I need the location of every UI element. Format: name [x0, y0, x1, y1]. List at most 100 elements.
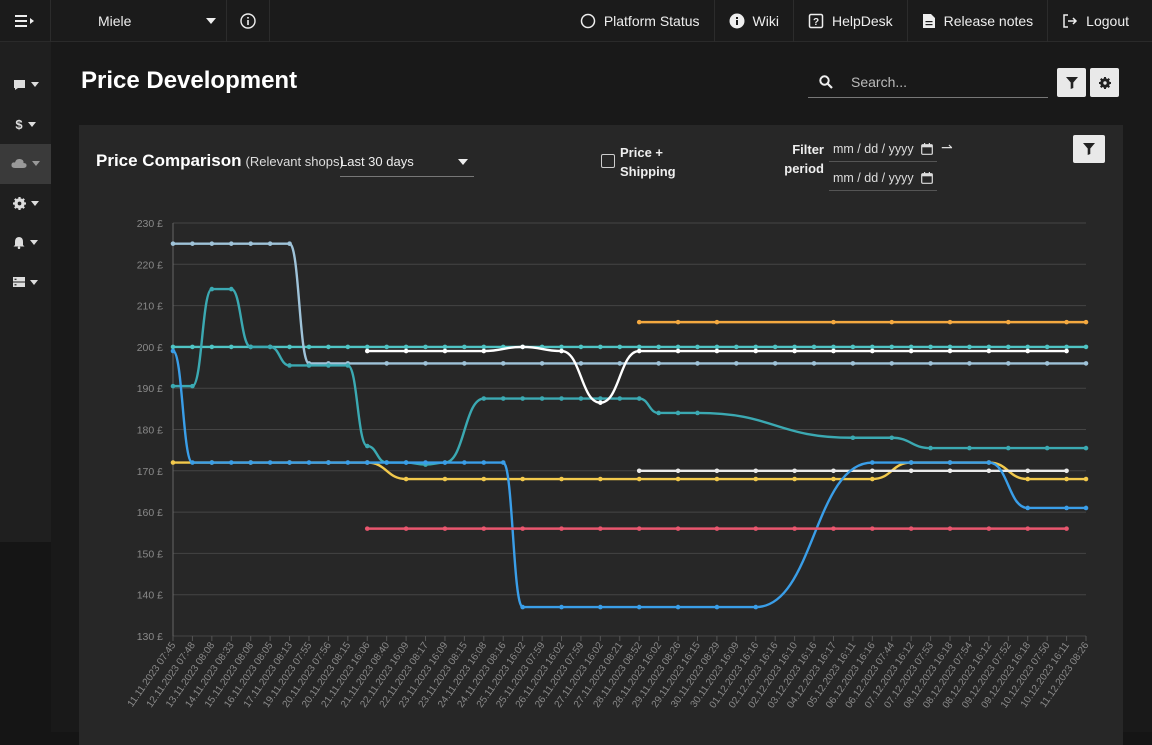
series-point: [967, 361, 972, 366]
shop-select-value: Miele: [98, 12, 132, 29]
y-tick-label: 230 £: [137, 218, 163, 230]
series-point: [656, 344, 661, 350]
series-point: [675, 604, 681, 610]
series-point: [228, 241, 234, 246]
sidebar-item-alerts[interactable]: [0, 223, 51, 263]
panel-title: Price Comparison (Relevant shops): [96, 151, 344, 171]
series-point: [908, 468, 914, 474]
series-point: [520, 476, 525, 482]
helpdesk-link[interactable]: ? HelpDesk: [794, 0, 908, 42]
series-point: [753, 348, 759, 354]
filter-icon: [1083, 143, 1095, 155]
series-line-1: [173, 242, 1086, 365]
series-point: [539, 361, 545, 366]
series-point: [675, 319, 681, 325]
info-button[interactable]: [227, 0, 270, 42]
series-point: [831, 319, 836, 325]
calendar-icon: [921, 142, 933, 155]
date-from-input[interactable]: mm / dd / yyyy: [829, 136, 937, 162]
series-point: [1025, 468, 1031, 474]
series-point: [753, 468, 759, 474]
series-point: [228, 286, 234, 292]
period-select-value: Last 30 days: [340, 154, 414, 169]
settings-button[interactable]: [1090, 68, 1119, 97]
series-point: [947, 526, 953, 531]
shop-select[interactable]: Miele: [51, 0, 227, 42]
series-point: [248, 460, 254, 465]
price-shipping-checkbox[interactable]: [601, 154, 615, 168]
sidebar-item-prices[interactable]: $: [0, 105, 51, 145]
y-tick-label: 150 £: [137, 548, 163, 560]
series-point: [850, 435, 856, 441]
series-point: [1064, 319, 1069, 325]
series-point: [228, 344, 234, 350]
logout-link[interactable]: Logout: [1048, 0, 1152, 42]
series-point: [870, 344, 875, 350]
price-comparison-panel: Price Comparison (Relevant shops) Last 30…: [79, 125, 1123, 745]
series-point: [1044, 361, 1050, 366]
series-point: [345, 460, 351, 465]
price-shipping-line2: Shipping: [620, 164, 676, 179]
series-point: [190, 460, 195, 465]
series-point: [714, 526, 720, 531]
y-tick-label: 160 £: [137, 507, 163, 519]
series-point: [831, 468, 836, 474]
series-point: [326, 344, 331, 350]
search-icon: [819, 75, 833, 89]
wiki-label: Wiki: [752, 12, 779, 29]
sidebar-item-server[interactable]: [0, 263, 51, 303]
period-select[interactable]: Last 30 days: [340, 147, 474, 177]
caret-down-icon: [30, 240, 38, 246]
series-point: [326, 460, 331, 465]
wiki-link[interactable]: Wiki: [715, 0, 794, 42]
chart-filter-button[interactable]: [1073, 135, 1105, 163]
series-point: [442, 476, 448, 482]
series-point: [520, 604, 525, 610]
series-point: [190, 344, 195, 350]
sidebar-item-comments[interactable]: [0, 65, 51, 105]
series-point: [617, 344, 623, 350]
gear-icon: [12, 196, 26, 210]
caret-down-icon: [30, 279, 38, 285]
series-point: [714, 604, 720, 610]
series-point: [170, 241, 176, 246]
series-point: [986, 526, 992, 531]
series-point: [1083, 505, 1089, 511]
series-point: [423, 460, 428, 465]
series-point: [267, 460, 273, 465]
dollar-icon: $: [15, 116, 23, 132]
series-point: [248, 344, 254, 350]
page-title: Price Development: [81, 67, 298, 94]
series-point: [364, 344, 370, 350]
series-point: [714, 468, 720, 474]
series-point: [792, 348, 797, 354]
series-point: [287, 344, 292, 350]
series-point: [734, 344, 739, 350]
series-point: [1083, 319, 1089, 325]
comment-icon: [13, 79, 25, 90]
series-point: [190, 241, 195, 246]
date-to-input[interactable]: mm / dd / yyyy: [829, 165, 937, 191]
series-point: [656, 410, 661, 416]
series-point: [831, 526, 836, 531]
sidebar: $: [0, 42, 51, 542]
sidebar-item-settings[interactable]: [0, 184, 51, 224]
sidebar-item-cloud[interactable]: [0, 144, 51, 184]
series-point: [617, 361, 623, 366]
filter-period-label: Filter period: [779, 140, 824, 178]
series-point: [559, 476, 564, 482]
series-point: [481, 476, 487, 482]
filter-button[interactable]: [1057, 68, 1086, 97]
document-icon: [922, 13, 935, 28]
series-point: [1064, 476, 1069, 482]
series-point: [636, 319, 642, 325]
platform-status-link[interactable]: Platform Status: [566, 0, 715, 42]
series-point: [364, 526, 370, 531]
search-input[interactable]: [851, 74, 1041, 90]
menu-toggle-button[interactable]: [0, 0, 51, 42]
series-point: [462, 460, 467, 465]
series-line-2: [172, 287, 1086, 466]
release-notes-link[interactable]: Release notes: [908, 0, 1049, 42]
top-bar: Miele Platform Status Wiki ? HelpDesk Re…: [0, 0, 1152, 42]
series-point: [578, 344, 584, 350]
